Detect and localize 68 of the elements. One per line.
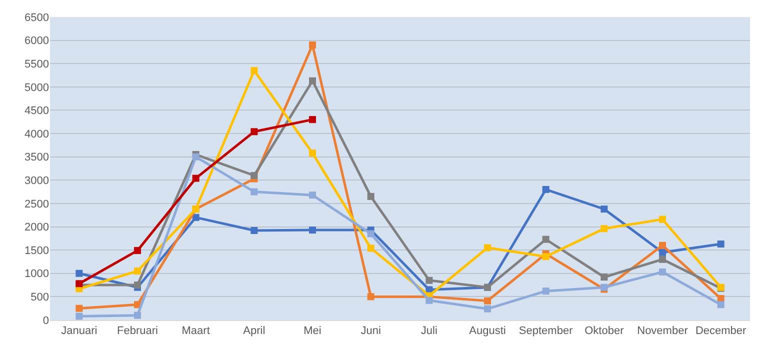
point [134,247,141,254]
x-tick-label: December [695,325,747,338]
point [484,297,491,304]
point [367,293,374,300]
point [309,41,316,48]
point [367,244,374,252]
y-tick-label: 5000 [24,82,49,94]
point [542,288,550,295]
y-tick-label: 1000 [24,268,49,280]
x-tick-label: Juni [360,325,381,338]
y-tick-label: 4500 [24,105,49,118]
point [309,150,316,157]
y-tick-label: 3500 [24,152,49,164]
y-tick-label: 4000 [24,128,49,140]
x-tick-label: April [243,325,266,338]
y-tick-label: 6500 [24,12,49,24]
point [309,116,316,124]
point [484,244,491,252]
point [717,240,724,248]
point [600,225,608,232]
x-tick-label: Januari [61,325,98,338]
y-tick-label: 500 [30,292,49,304]
point [659,268,666,276]
x-tick-label: Oktober [584,325,624,338]
point [367,192,374,200]
point [76,304,83,312]
point [134,268,141,275]
x-tick-label: Augusti [469,325,506,338]
point [367,230,374,238]
y-tick-label: 3000 [24,175,49,187]
point [600,206,608,213]
point [192,174,200,182]
y-tick-label: 6000 [24,35,49,48]
point [659,256,666,263]
point [309,226,316,234]
x-tick-label: Februari [117,325,158,338]
point [426,296,433,304]
point [542,253,550,260]
point [426,276,433,284]
point [659,248,666,256]
point [542,186,550,193]
point [192,214,200,221]
point [250,67,258,74]
y-tick-label: 2500 [24,198,49,210]
point [309,192,316,199]
y-tick-label: 5500 [24,58,49,70]
point [250,172,258,179]
point [659,216,666,223]
point [600,274,608,281]
point [717,301,724,308]
point [659,242,666,249]
point [250,227,258,234]
point [134,312,141,319]
x-tick-label: September [518,325,574,338]
point [76,312,83,320]
y-tick-label: 0 [42,314,49,327]
x-tick-label: November [637,325,688,338]
y-tick-label: 1500 [24,244,49,257]
x-tick-label: Maart [182,325,210,338]
point [250,188,258,196]
x-tick-label: Mei [304,325,322,338]
point [250,128,258,136]
y-tick-label: 2000 [24,222,49,234]
point [309,77,316,84]
x-tick-label: Juli [420,325,438,338]
point [484,305,491,312]
point [542,236,550,243]
point [76,270,83,277]
